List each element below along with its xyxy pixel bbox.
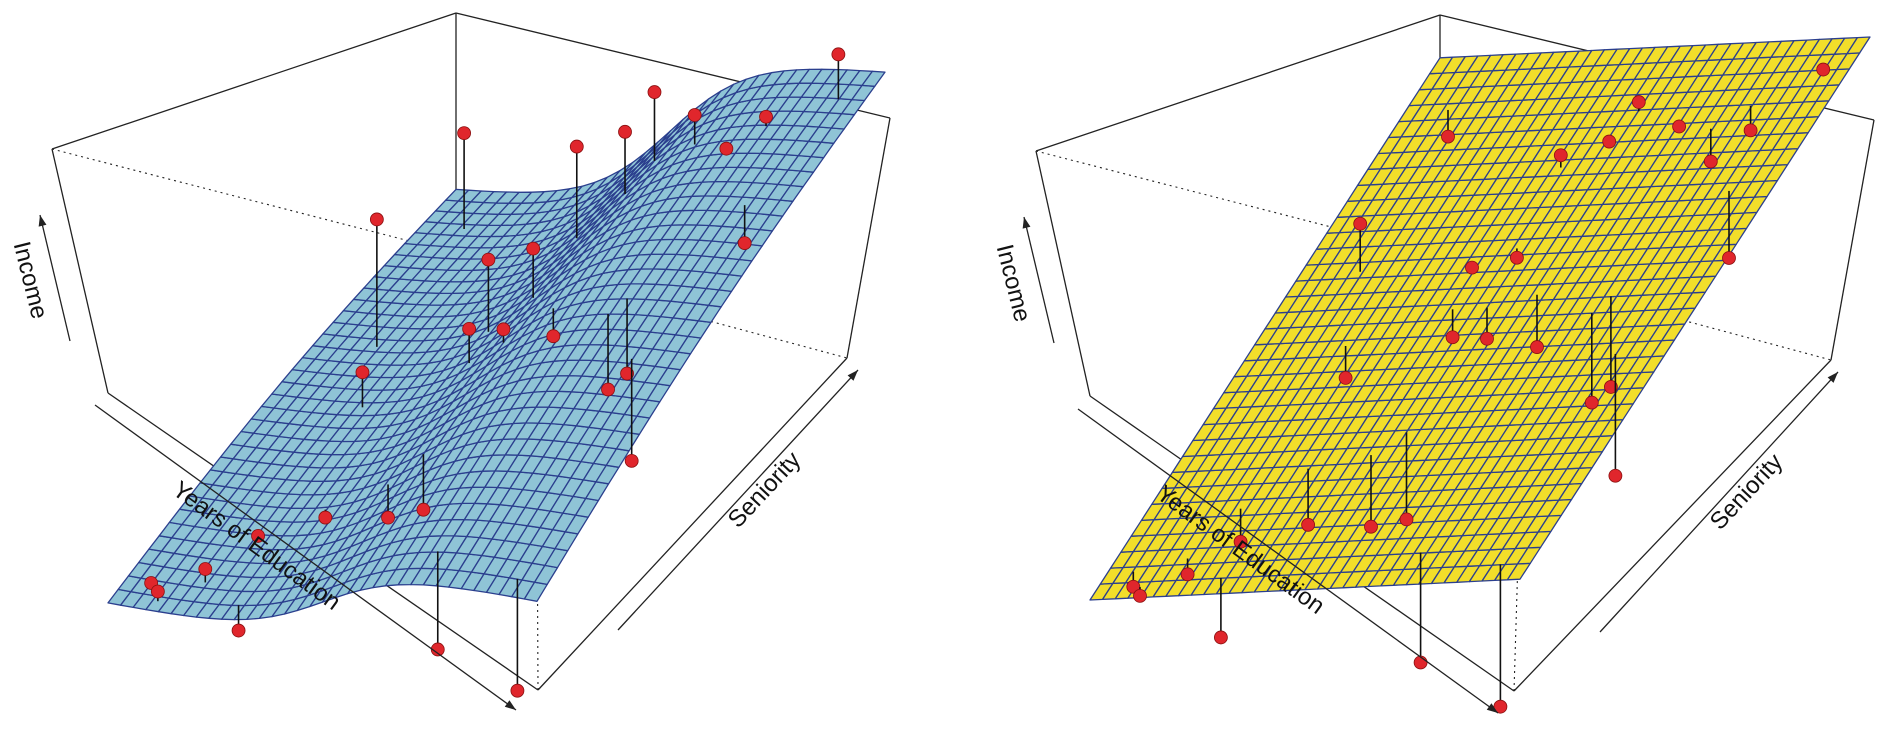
data-point [496, 322, 511, 337]
data-point [1530, 340, 1544, 354]
income-axis-arrowhead [38, 215, 47, 227]
data-point [620, 366, 634, 381]
data-point [416, 502, 431, 517]
data-point [719, 141, 734, 156]
data-point [1214, 630, 1228, 645]
data-points [144, 47, 846, 698]
education-axis-line [1077, 408, 1499, 714]
data-point [1602, 134, 1617, 149]
data-point [526, 241, 541, 256]
income-axis-line [39, 214, 71, 342]
surface-cell [861, 70, 886, 87]
box-edge [51, 12, 457, 150]
education-axis-arrowhead [504, 700, 516, 710]
data-point [1465, 260, 1479, 275]
data-point [430, 642, 445, 657]
data-point [481, 252, 496, 267]
data-point [457, 126, 472, 141]
surface-cell [1846, 36, 1871, 55]
data-point [1480, 331, 1494, 346]
data-point [1608, 468, 1623, 483]
data-point [1722, 251, 1736, 265]
data-point [462, 321, 477, 336]
data-point [381, 510, 395, 525]
data-point [618, 124, 632, 139]
data-point [1631, 95, 1646, 109]
data-point [1301, 517, 1315, 532]
data-point [1553, 148, 1568, 163]
box-hidden-edge [51, 148, 457, 254]
data-point [831, 47, 846, 62]
seniority-axis-label: Seniority [723, 447, 806, 534]
data-point [1338, 370, 1353, 385]
income-axis-line [1023, 216, 1055, 344]
data-point [1604, 380, 1618, 394]
data-point [1364, 519, 1378, 534]
income-axis-label: Income [991, 242, 1036, 325]
seniority-axis-label: Seniority [1705, 449, 1788, 536]
data-point [687, 108, 702, 122]
box-edge [1035, 14, 1441, 152]
data-point [1445, 330, 1460, 345]
income-axis-arrowhead [1022, 217, 1031, 229]
data-point [231, 623, 246, 638]
data-points [1126, 62, 1831, 714]
box-edge [1513, 359, 1832, 692]
data-point [546, 329, 561, 344]
box-edge [846, 117, 891, 359]
data-point [1672, 119, 1686, 134]
seniority-axis-line [1599, 371, 1839, 633]
data-point [1493, 699, 1508, 714]
data-point [759, 109, 773, 124]
data-point [1133, 588, 1147, 603]
data-point [1180, 567, 1195, 582]
data-point [251, 528, 265, 543]
data-point [737, 236, 752, 251]
seniority-axis-arrowhead [1827, 372, 1838, 383]
data-point [369, 212, 384, 227]
data-point [198, 562, 213, 576]
education-axis-line [94, 404, 517, 711]
data-point [1510, 250, 1524, 265]
education-axis-arrowhead [1486, 703, 1498, 713]
income-axis-label: Income [8, 239, 53, 322]
data-point [1233, 534, 1248, 549]
box-edge [1035, 150, 1091, 397]
data-point [569, 139, 584, 154]
box-edge [537, 357, 848, 691]
data-point [318, 510, 333, 525]
data-point [647, 85, 662, 99]
seniority-axis-arrowhead [847, 370, 858, 381]
surface [107, 68, 886, 621]
data-point [624, 453, 639, 468]
data-point [510, 683, 525, 698]
data-point [150, 584, 165, 599]
box-edge [51, 148, 109, 394]
data-point [355, 365, 370, 380]
data-point [1441, 129, 1455, 144]
data-point [1816, 62, 1831, 77]
data-point [1399, 512, 1414, 527]
surface [1089, 36, 1871, 601]
data-point [1413, 655, 1428, 670]
data-point [1353, 216, 1368, 231]
data-point [1703, 154, 1718, 169]
data-point [1743, 123, 1758, 138]
data-point [1584, 395, 1599, 410]
box-edge [1830, 119, 1875, 361]
seniority-axis-line [617, 369, 859, 631]
data-point [601, 382, 615, 397]
